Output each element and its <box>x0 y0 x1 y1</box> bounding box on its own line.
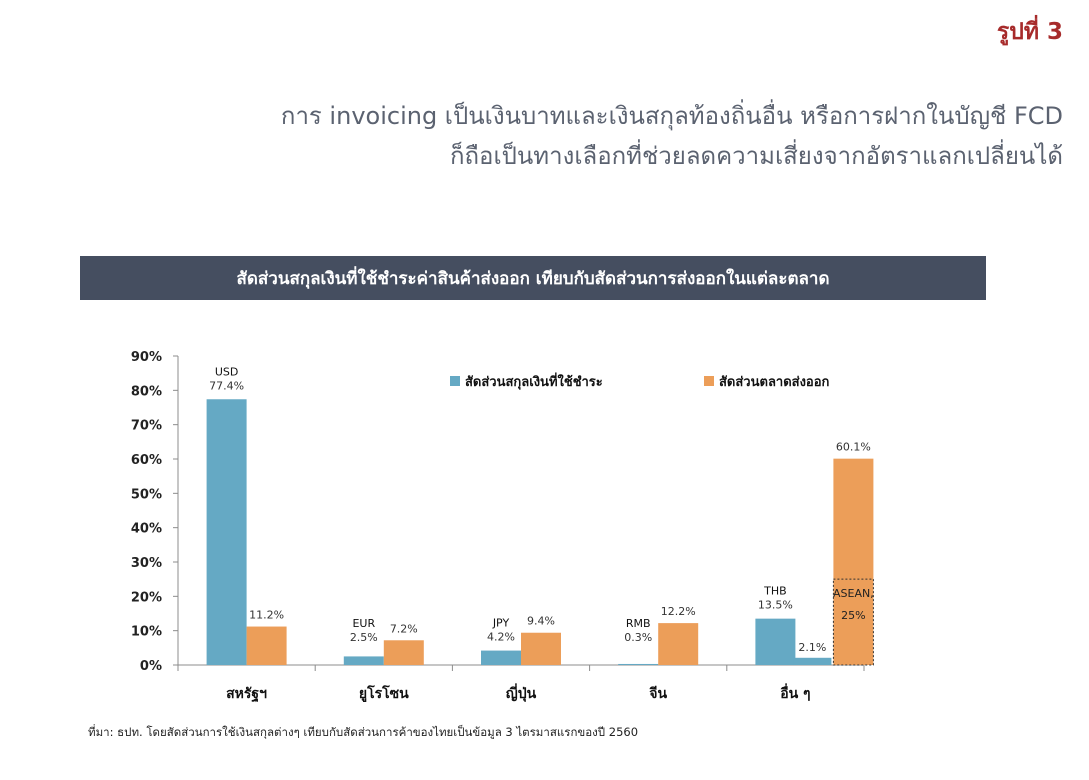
y-tick-label: 10% <box>131 625 162 640</box>
currency-label: RMB <box>626 617 651 630</box>
currency-label: THB <box>763 585 787 598</box>
heading-line-2: ก็ถือเป็นทางเลือกที่ช่วยลดความเสี่ยงจากอ… <box>449 142 1063 170</box>
bar-series-2 <box>521 632 561 665</box>
bar-series-1 <box>755 618 796 665</box>
asean-annotation-line2: 25% <box>841 609 865 622</box>
data-label-series-1: 0.3% <box>624 631 652 644</box>
x-category-label: ยูโรโซน <box>359 684 409 702</box>
y-tick-label: 40% <box>131 522 162 537</box>
y-tick-label: 70% <box>131 419 162 434</box>
y-tick-label: 50% <box>131 487 162 502</box>
data-label-extra: 2.1% <box>798 641 826 654</box>
data-label-series-2: 9.4% <box>527 615 555 628</box>
legend-swatch-series-1 <box>450 376 460 386</box>
data-label-series-1: 4.2% <box>487 631 515 644</box>
chart-title-banner: สัดส่วนสกุลเงินที่ใช้ชำระค่าสินค้าส่งออก… <box>80 256 986 300</box>
bar-series-2 <box>658 623 699 665</box>
data-label-series-2: 12.2% <box>661 605 696 618</box>
x-category-label: ญี่ปุ่น <box>506 683 537 702</box>
heading-line-1: การ invoicing เป็นเงินบาทและเงินสกุลท้อง… <box>280 102 1063 130</box>
bar-series-1 <box>343 656 384 665</box>
y-tick-label: 60% <box>131 453 162 468</box>
y-tick-label: 90% <box>131 350 162 365</box>
bar-series-2 <box>246 626 287 665</box>
bar-series-2 <box>833 458 874 665</box>
x-category-label: จีน <box>649 686 668 702</box>
page-heading: การ invoicing เป็นเงินบาทและเงินสกุลท้อง… <box>281 96 1063 176</box>
y-tick-label: 80% <box>131 384 162 399</box>
currency-label: EUR <box>352 617 375 630</box>
data-label-series-1: 2.5% <box>350 631 378 644</box>
data-label-series-2: 11.2% <box>249 609 284 622</box>
figure-number: รูปที่ 3 <box>996 19 1063 45</box>
y-tick-label: 30% <box>131 556 162 571</box>
bar-series-2 <box>383 640 424 665</box>
y-tick-label: 20% <box>131 590 162 605</box>
currency-label: USD <box>215 365 239 378</box>
asean-annotation-box <box>832 578 874 666</box>
bar-series-1 <box>618 663 659 665</box>
asean-annotation-line1: ASEAN, <box>833 587 874 600</box>
legend-swatch-series-2 <box>704 376 714 386</box>
data-label-series-1: 13.5% <box>758 599 793 612</box>
bar-extra <box>793 657 832 665</box>
data-label-series-1: 77.4% <box>209 379 244 392</box>
y-tick-label: 0% <box>140 659 162 674</box>
bar-series-1 <box>481 650 521 665</box>
x-category-label: สหรัฐฯ <box>226 686 267 703</box>
bar-series-1 <box>206 399 247 665</box>
currency-label: JPY <box>492 617 510 630</box>
x-category-label: อื่น ๆ <box>780 683 810 702</box>
source-note: ที่มา: ธปท. โดยสัดส่วนการใช้เงินสกุลต่าง… <box>88 725 639 739</box>
legend-label-series-2: สัดส่วนตลาดส่งออก <box>719 375 830 390</box>
data-label-series-2: 7.2% <box>390 622 418 635</box>
legend-label-series-1: สัดส่วนสกุลเงินที่ใช้ชำระ <box>465 372 603 390</box>
data-label-series-2: 60.1% <box>836 441 871 454</box>
